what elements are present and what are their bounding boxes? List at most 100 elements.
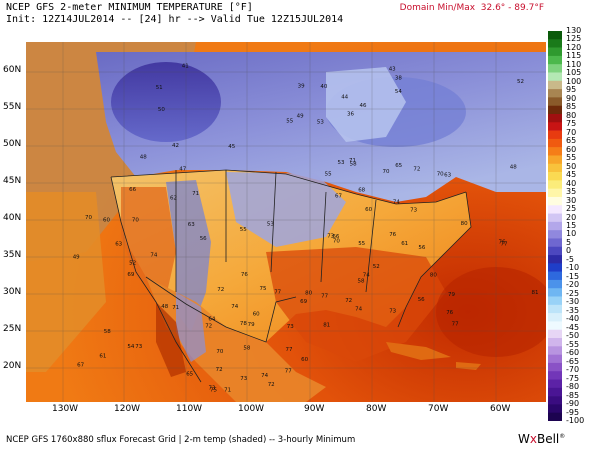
station-value: 58 (358, 279, 365, 285)
lat-label-35n: 35N (3, 250, 22, 260)
colorbar-tick-label: 70 (566, 127, 577, 137)
colorbar-swatch (548, 213, 562, 223)
station-value: 50 (158, 107, 165, 113)
logo-part-w: W (518, 432, 530, 446)
station-value: 74 (231, 304, 238, 310)
logo-part-bell: Bell (536, 432, 560, 446)
footer-caption: NCEP GFS 1760x880 sflux Forecast Grid | … (6, 435, 356, 445)
colorbar-tick-label: -15 (566, 271, 580, 281)
station-value: 53 (267, 222, 274, 228)
colorbar-swatch (548, 304, 562, 314)
station-value: 36 (347, 112, 354, 118)
colorbar-swatch (548, 196, 562, 206)
station-value: 54 (127, 344, 134, 350)
colorbar-swatch (548, 338, 562, 347)
station-value: 71 (349, 158, 356, 164)
station-value: 43 (389, 66, 396, 72)
baja-hot (156, 302, 186, 377)
station-value: 73 (389, 309, 396, 315)
station-value: 45 (228, 144, 235, 150)
lat-label-25n: 25N (3, 324, 22, 334)
station-value: 74 (261, 373, 268, 379)
station-value: 60 (253, 312, 260, 318)
colorbar-swatch (548, 163, 562, 173)
station-value: 55 (286, 119, 293, 125)
station-value: 52 (373, 264, 380, 270)
colorbar-tick-label: 35 (566, 187, 577, 197)
station-value: 80 (305, 291, 312, 297)
station-value: 56 (418, 297, 425, 303)
colorbar-tick-label: -100 (566, 416, 585, 425)
colorbar-swatch (548, 122, 562, 131)
colorbar-tick-label: -30 (566, 297, 580, 307)
gulf-hot-zone (266, 247, 446, 362)
station-value: 42 (172, 143, 179, 149)
hudson-bay (326, 67, 406, 142)
lon-label-90w: 90W (304, 404, 325, 414)
colorbar-swatch (548, 230, 562, 239)
colorbar-tick-label: 25 (566, 204, 577, 214)
lat-label-30n: 30N (3, 287, 22, 297)
station-value: 74 (363, 273, 370, 279)
station-value: 68 (358, 188, 365, 194)
station-value: 48 (140, 155, 147, 161)
station-value: 58 (243, 345, 250, 351)
station-value: 55 (358, 241, 365, 247)
mexico-highland-cool (176, 292, 206, 362)
colorbar-tick-label: 85 (566, 102, 577, 112)
colorbar-tick-label: 75 (566, 119, 577, 129)
colorbar-swatch (548, 80, 562, 90)
station-value: 39 (298, 84, 305, 90)
station-value: 77 (286, 347, 293, 353)
station-value: 79 (448, 292, 455, 298)
station-value: 74 (355, 306, 362, 312)
station-value: 73 (135, 344, 142, 350)
colorbar-swatch (548, 346, 562, 355)
atlantic-hot-zone (436, 267, 546, 357)
colorbar-swatch (548, 371, 562, 380)
colorbar-swatch (548, 329, 562, 339)
colorbar-tick-label: 65 (566, 136, 577, 146)
station-value: 53 (338, 160, 345, 166)
station-value: 60 (365, 207, 372, 213)
station-value: 69 (127, 272, 134, 278)
init-valid-line: Init: 12Z14JUL2014 -- [24] hr --> Valid … (6, 14, 344, 25)
pacific-warm-zone (26, 192, 106, 372)
temperature-map: 53 51 49 48 46 45 43 40 38 36 41 48 50 52 55 54 47 39 44 42… (26, 42, 546, 402)
station-value: 76 (499, 240, 506, 246)
lat-label-60n: 60N (3, 65, 22, 75)
colorbar-tick-label: 125 (566, 34, 582, 44)
colorbar-swatch (548, 271, 562, 281)
colorbar-swatch (548, 404, 562, 413)
colorbar-tick-label: 90 (566, 93, 577, 103)
station-value: 48 (510, 165, 517, 171)
station-value: 80 (430, 273, 437, 279)
colorbar-tick-label: -55 (566, 339, 580, 349)
colorbar (548, 31, 562, 421)
station-value: 76 (389, 232, 396, 238)
central-cool-band (226, 172, 346, 247)
colorbar-swatch (548, 105, 562, 115)
station-value: 70 (333, 238, 340, 244)
colorbar-tick-label: 130 (566, 26, 582, 35)
colorbar-tick-label: -65 (566, 356, 580, 366)
colorbar-swatch (548, 263, 562, 272)
colorbar-swatch (548, 89, 562, 98)
station-value: 49 (297, 114, 304, 120)
colorbar-swatch (548, 205, 562, 214)
station-value: 71 (224, 387, 231, 393)
station-value: 77 (285, 369, 292, 375)
station-value: 73 (327, 234, 334, 240)
colorbar-swatch (548, 138, 562, 148)
colorbar-swatch (548, 97, 562, 106)
station-value: 67 (77, 363, 84, 369)
station-value: 67 (335, 194, 342, 200)
station-readouts: 53 51 49 48 46 45 43 40 38 36 41 48 50 52 55 54 47 39 44 42… (73, 64, 539, 394)
colorbar-tick-label: 80 (566, 110, 577, 120)
station-value: 73 (287, 324, 294, 330)
colorbar-tick-label: -35 (566, 305, 580, 315)
colorbar-swatch (548, 313, 562, 322)
station-value: 41 (182, 64, 189, 70)
cuba-island (386, 342, 451, 360)
